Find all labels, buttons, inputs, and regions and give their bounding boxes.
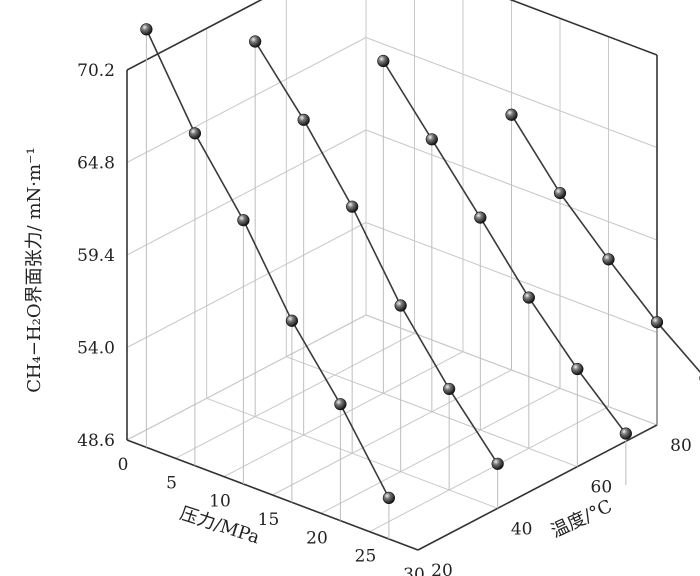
floor-gridline-x: [369, 406, 609, 533]
left-wall-gridline-horizontal: [126, 0, 262, 71]
series-line-80: [510, 114, 700, 374]
frame-edge-front-y: [417, 424, 658, 551]
series-line-20: [145, 29, 390, 499]
y-tick-label: 60: [591, 478, 613, 498]
frame-edge-front-x: [126, 439, 419, 551]
data-point-40: [491, 457, 504, 470]
data-point-40: [443, 382, 456, 396]
data-point-80: [553, 186, 567, 200]
data-point-60: [425, 133, 438, 146]
z-tick-label: 59.4: [77, 246, 115, 266]
y-tick-label: 80: [670, 436, 692, 456]
z-tick-label: 70.2: [77, 61, 115, 81]
data-point-60: [522, 291, 535, 304]
data-point-60: [474, 211, 487, 224]
data-point-80: [602, 253, 615, 266]
grid-layer: [126, 0, 658, 551]
x-tick-label: 15: [258, 510, 280, 530]
left-wall-gridline-horizontal: [126, 222, 367, 348]
x-tick-label: 5: [166, 473, 177, 493]
data-point-20: [334, 398, 347, 411]
data-point-60: [377, 54, 390, 68]
floor-gridline-x: [223, 351, 464, 478]
x-tick-label: 20: [306, 528, 328, 548]
data-point-20: [285, 314, 299, 327]
left-wall-gridline-horizontal: [126, 37, 367, 163]
frame-edge-top-left: [126, 0, 263, 71]
data-point-80: [505, 108, 518, 121]
frame-edge-top-right: [509, 0, 658, 56]
data-point-80: [650, 316, 664, 329]
tick-labels: 0 5 10 15 20 25 30 20 40 60 80 48.6 54.0 59.4 64.8 70.2: [77, 61, 692, 576]
floor-gridline-x: [175, 332, 415, 459]
data-point-20: [140, 23, 153, 36]
floor-gridline-x: [272, 369, 512, 496]
left-wall-gridline-horizontal: [126, 129, 367, 256]
series-layer: [140, 23, 700, 504]
x-tick-label: 25: [355, 547, 377, 567]
right-wall-gridline-horizontal: [365, 37, 658, 148]
z-axis-title: CH₄−H₂O界面张力/ mN·m⁻¹: [24, 147, 45, 393]
floor-gridline-x: [320, 387, 561, 514]
series-line-40: [254, 41, 499, 465]
series-line-60: [382, 60, 627, 435]
x-tick-label: 10: [209, 492, 231, 512]
left-wall-gridline-horizontal: [126, 314, 367, 441]
x-tick-label: 30: [403, 565, 425, 576]
y-tick-label: 40: [511, 519, 533, 539]
data-point-40: [249, 35, 262, 48]
data-point-40: [394, 299, 407, 312]
z-tick-label: 48.6: [77, 431, 115, 451]
data-point-20: [188, 127, 201, 140]
data-point-60: [571, 362, 584, 376]
data-point-20: [237, 214, 250, 227]
data-point-20: [382, 491, 396, 504]
data-point-40: [346, 200, 359, 213]
y-axis-title: 温度/°C: [548, 496, 616, 542]
x-tick-label: 0: [118, 455, 129, 475]
data-point-60: [619, 427, 632, 440]
z-tick-label: 54.0: [77, 339, 115, 359]
y-tick-label: 20: [431, 561, 453, 576]
z-tick-label: 64.8: [77, 154, 115, 174]
data-point-40: [297, 113, 310, 126]
drop-lines: [145, 29, 658, 539]
